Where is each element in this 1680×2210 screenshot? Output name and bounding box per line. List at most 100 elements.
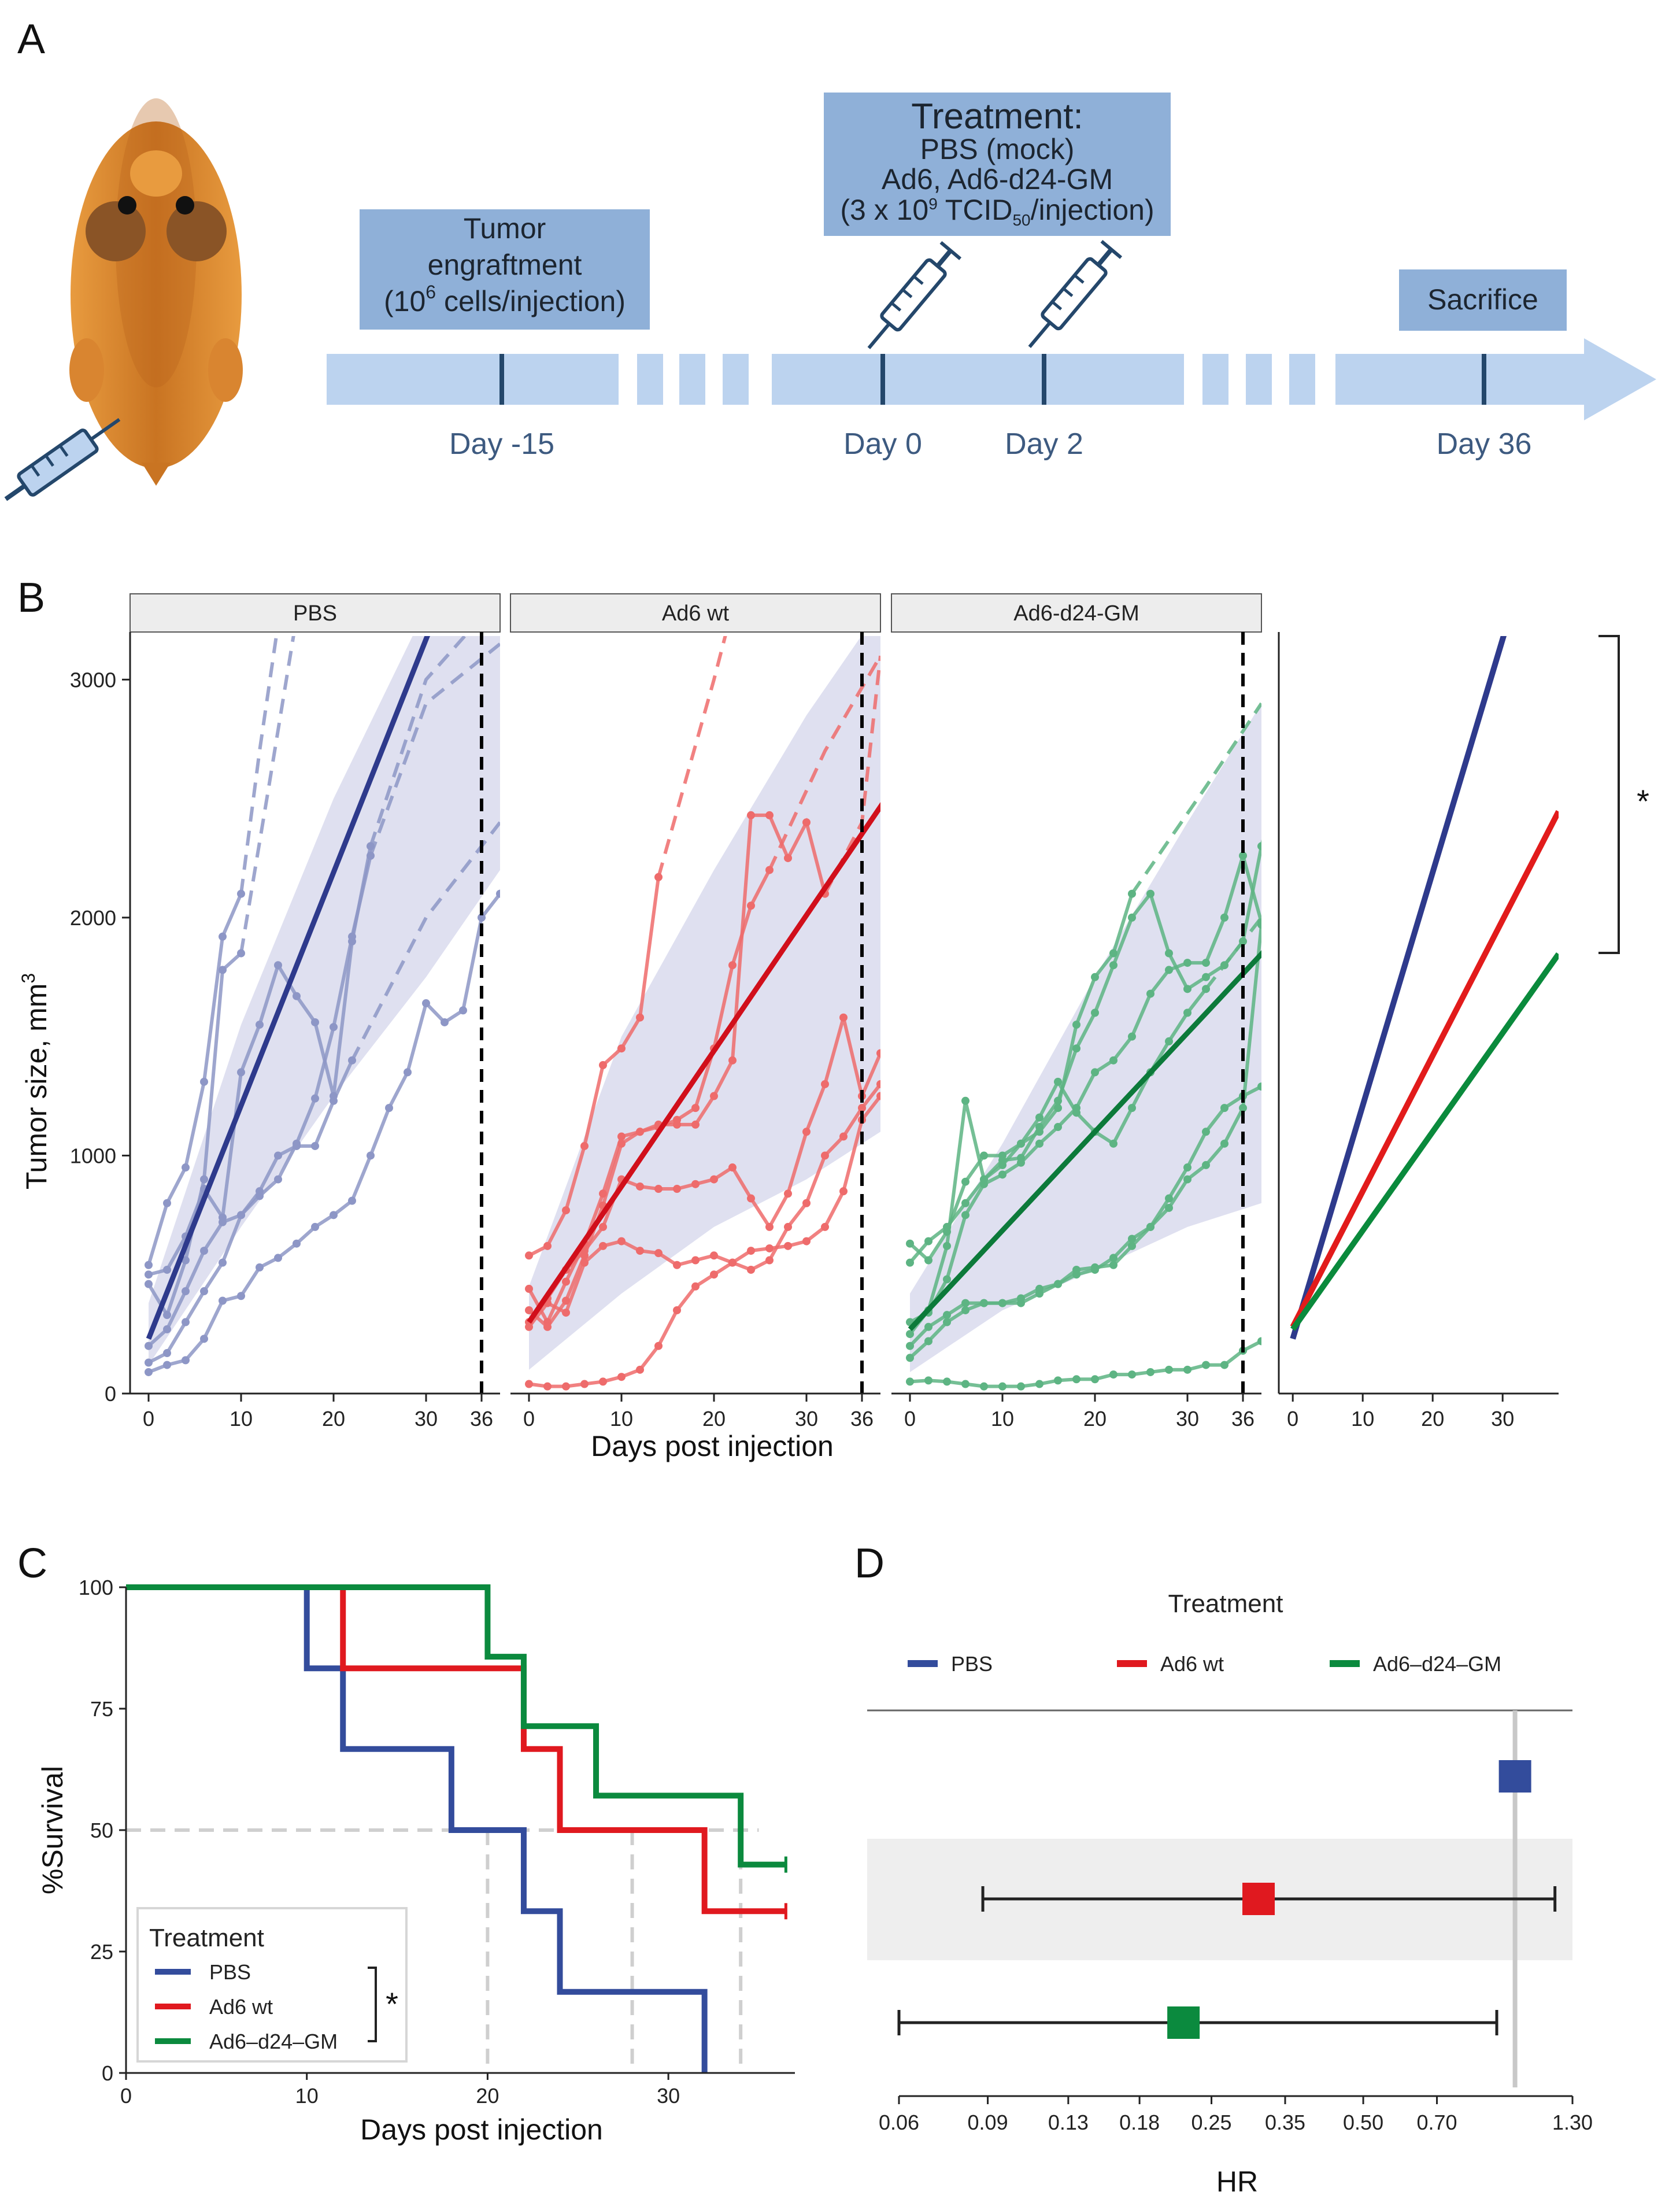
treatment-title: Treatment: <box>911 97 1083 136</box>
mouse-point-ad6d24gm-4-0 <box>906 1341 914 1350</box>
forest-legend-label-ad6wt: Ad6 wt <box>1160 1652 1224 1676</box>
comparison-line-ad6d24gm <box>1290 952 1559 1331</box>
mouse-point-ad6wt-4-9 <box>691 1256 700 1265</box>
mouse-point-ad6wt-3-9 <box>691 1180 700 1188</box>
comparison-x-tick-label-30: 30 <box>1491 1407 1514 1431</box>
mouse-line-pbs-0 <box>147 893 243 1266</box>
mouse-point-ad6d24gm-3-0 <box>906 1330 914 1339</box>
x-tick-label-ad6wt-30: 30 <box>795 1407 818 1431</box>
fit-line-ad6d24gm <box>908 950 1261 1331</box>
mouse-point-ad6d24gm-3-11 <box>1109 1139 1117 1148</box>
mouse-point-ad6d24gm-1-12 <box>1128 913 1136 922</box>
mouse-point-pbs-5-12 <box>367 1151 375 1160</box>
mouse-point-ad6wt-2-12 <box>747 901 755 910</box>
facet-header-pbs <box>129 593 501 633</box>
mouse-extrapolation-ad6d24gm-2 <box>1260 919 1261 923</box>
mouse-point-ad6wt-1-11 <box>728 1056 737 1065</box>
mouse-point-ad6d24gm-2-12 <box>1128 1032 1136 1041</box>
mouse-point-ad6d24gm-4-19 <box>1257 1082 1261 1091</box>
facet-title-ad6wt: Ad6 wt <box>662 601 730 626</box>
facet-header-ad6wt <box>510 593 881 633</box>
survival-x-tick-label-0: 0 <box>120 2084 132 2108</box>
mouse-point-ad6d24gm-2-17 <box>1220 913 1228 922</box>
mouse-point-ad6d24gm-4-3 <box>961 1299 969 1307</box>
mouse-point-ad6wt-4-5 <box>617 1237 626 1246</box>
treatment-line2: Ad6, Ad6-d24-GM <box>882 163 1113 195</box>
mouse-point-pbs-4-6 <box>256 1187 264 1196</box>
mouse-point-pbs-5-7 <box>274 1254 282 1262</box>
panel-label-a: A <box>17 16 45 62</box>
mouse-point-ad6wt-1-0 <box>525 1284 533 1293</box>
mouse-point-ad6wt-3-10 <box>710 1175 718 1184</box>
mouse-point-ad6wt-5-4 <box>599 1377 607 1386</box>
mouse-point-ad6d24gm-6-14 <box>1165 1365 1173 1374</box>
mouse-point-ad6d24gm-3-14 <box>1165 1037 1173 1045</box>
mouse-extrapolation-pbs-3 <box>369 642 500 856</box>
panel-label-b: B <box>17 575 45 621</box>
survival-legend-label-ad6d24gm: Ad6–d24–GM <box>209 2030 338 2053</box>
x-tick-label-ad6d24gm-30: 30 <box>1176 1407 1199 1431</box>
mouse-point-ad6wt-3-12 <box>747 1194 755 1203</box>
mouse-point-pbs-2-1 <box>163 1265 171 1274</box>
mouse-point-ad6d24gm-6-10 <box>1091 1375 1099 1384</box>
facet-header-ad6d24gm <box>891 593 1262 633</box>
survival-legend-label-ad6wt: Ad6 wt <box>209 1995 273 2019</box>
forest-title: Treatment <box>1168 1590 1283 1618</box>
mouse-point-ad6wt-1-14 <box>784 853 792 862</box>
mouse-point-ad6wt-0-1 <box>543 1241 552 1250</box>
mouse-point-ad6d24gm-2-8 <box>1054 1123 1062 1132</box>
mouse-point-pbs-3-9 <box>311 1094 319 1103</box>
mouse-point-pbs-5-15 <box>422 999 430 1008</box>
mouse-point-pbs-3-10 <box>330 1023 338 1032</box>
survival-significance-bracket <box>368 1967 377 2042</box>
comparison-x-tick-label-0: 0 <box>1287 1407 1298 1431</box>
mouse-point-pbs-5-0 <box>145 1368 153 1376</box>
mouse-point-ad6d24gm-3-7 <box>1035 1113 1043 1122</box>
mouse-point-ad6d24gm-5-17 <box>1220 1139 1228 1148</box>
mouse-point-ad6wt-4-13 <box>765 1256 774 1265</box>
mouse-point-ad6d24gm-5-10 <box>1091 1265 1099 1274</box>
tumor-y-tick-label-2000: 2000 <box>70 906 116 930</box>
mouse-point-ad6wt-1-13 <box>765 811 774 819</box>
mouse-point-ad6wt-4-19 <box>876 1080 880 1088</box>
mouse-point-pbs-5-8 <box>293 1239 301 1248</box>
mouse-syringe-icon <box>4 417 121 501</box>
survival-y-tick-label-50: 50 <box>90 1819 113 1842</box>
mouse-point-ad6d24gm-6-16 <box>1202 1361 1210 1369</box>
mouse-point-pbs-4-3 <box>200 1287 208 1296</box>
mouse-point-ad6wt-5-0 <box>525 1380 533 1388</box>
mouse-point-pbs-1-1 <box>163 1311 171 1320</box>
mouse-point-ad6d24gm-3-5 <box>998 1161 1006 1169</box>
facet-plot-pbs <box>145 636 500 1376</box>
mouse-point-ad6d24gm-2-5 <box>998 1170 1006 1179</box>
survival-y-tick-label-0: 0 <box>102 2061 113 2085</box>
mouse-point-ad6d24gm-3-2 <box>943 1241 951 1250</box>
mouse-point-ad6wt-0-3 <box>580 1141 589 1150</box>
mouse-point-pbs-4-1 <box>163 1349 171 1358</box>
mouse-point-ad6d24gm-2-14 <box>1165 966 1173 974</box>
mouse-point-ad6d24gm-3-12 <box>1128 1104 1136 1113</box>
forest-x-tick-label-1: 0.09 <box>968 2111 1008 2134</box>
mouse-point-pbs-0-1 <box>163 1199 171 1207</box>
survival-x-tick-label-20: 20 <box>476 2084 499 2108</box>
mouse-point-ad6d24gm-1-11 <box>1109 961 1117 970</box>
mouse-point-ad6wt-4-0 <box>525 1322 533 1331</box>
mouse-point-ad6d24gm-1-8 <box>1054 1096 1062 1105</box>
mouse-point-pbs-1-3 <box>200 1175 208 1184</box>
survival-xlabel: Days post injection <box>360 2113 603 2146</box>
forest-x-tick-label-4: 0.25 <box>1191 2111 1232 2134</box>
engraftment-line1: Tumor <box>464 212 546 245</box>
mouse-point-ad6d24gm-4-11 <box>1109 1261 1117 1269</box>
mouse-point-ad6wt-2-9 <box>691 1104 700 1113</box>
mouse-point-ad6d24gm-6-2 <box>943 1377 951 1386</box>
forest-estimate-pbs <box>1498 1760 1531 1793</box>
mouse-point-ad6wt-2-5 <box>617 1139 626 1148</box>
mouse-point-ad6d24gm-6-17 <box>1220 1361 1228 1369</box>
mouse-line-pbs-5 <box>147 892 500 1374</box>
mouse-extrapolation-pbs-5 <box>498 889 500 894</box>
mouse-point-ad6wt-5-3 <box>580 1380 589 1388</box>
mouse-point-pbs-2-7 <box>274 961 282 970</box>
mouse-point-ad6d24gm-1-7 <box>1035 1123 1043 1132</box>
mouse-point-pbs-5-2 <box>182 1356 190 1365</box>
timeline-bar <box>327 338 1656 420</box>
